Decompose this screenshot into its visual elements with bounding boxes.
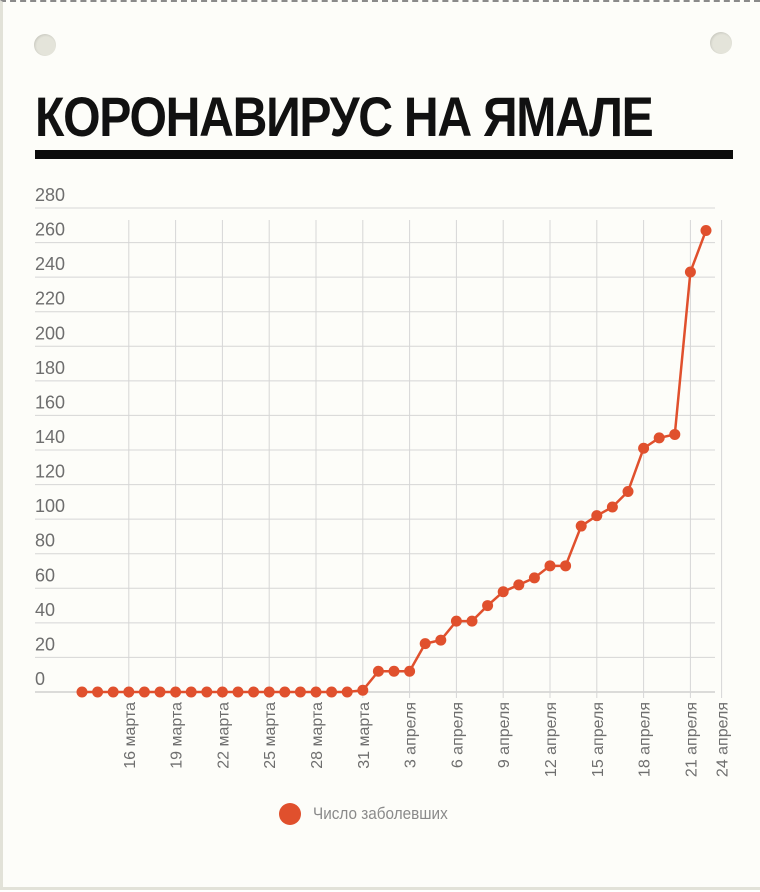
y-tick-label: 200 [35,323,65,343]
data-point [310,686,322,698]
line-chart: 020406080100120140160180200220240260280 … [35,185,732,777]
x-axis-labels: 16 марта 19 марта 22 марта 25 марта 28 марта… [122,702,732,777]
x-tick-label: 15 апреля [590,702,607,777]
y-tick-label: 120 [35,462,65,482]
y-tick-label: 60 [35,565,55,585]
data-point [123,686,135,698]
data-point [435,634,447,646]
punch-hole-right [710,32,732,54]
data-point [76,686,88,698]
punch-hole-left [34,34,56,56]
x-tick-label: 25 марта [262,702,279,769]
data-point [466,615,478,627]
y-tick-label: 80 [35,531,55,551]
y-tick-label: 40 [35,600,55,620]
legend-label: Число заболевших [313,804,448,823]
title-underline [35,150,733,159]
data-point [419,638,431,650]
x-tick-label: 28 марта [309,702,326,769]
data-point [326,686,338,698]
series-line-group [76,224,712,698]
x-tick-label: 21 апреля [683,702,700,777]
data-point [684,266,696,278]
data-point [92,686,104,698]
y-tick-label: 220 [35,289,65,309]
data-point [372,665,384,677]
x-tick-label: 3 апреля [403,702,420,768]
data-point [653,432,665,444]
y-axis-labels: 0 20 40 60 80 100 120 140 160 180 200 220 240 260 280 [35,185,65,689]
y-tick-label: 180 [35,358,65,378]
y-tick-label: 160 [35,392,65,412]
x-gridlines [35,220,723,698]
data-point [263,686,275,698]
data-point [341,686,353,698]
data-point [560,560,572,572]
x-tick-label: 12 апреля [543,702,560,777]
data-point [669,428,681,440]
y-tick-label: 100 [35,496,65,516]
x-tick-label: 16 марта [122,702,139,769]
data-point [700,224,712,236]
y-tick-label: 20 [35,634,55,654]
y-tick-label: 280 [35,185,65,205]
data-point [544,560,556,572]
data-point [185,686,197,698]
y-tick-label: 260 [35,220,65,240]
data-point [482,600,494,612]
y-tick-label: 0 [35,669,45,689]
data-point [497,586,509,598]
y-gridlines [35,207,715,693]
data-point [591,510,603,522]
data-point [606,501,618,513]
data-point [170,686,182,698]
x-tick-label: 31 марта [356,702,373,769]
legend: Число заболевших [279,802,463,826]
y-tick-label: 240 [35,254,65,274]
y-tick-label: 140 [35,427,65,447]
data-point [357,684,369,696]
data-point [622,485,634,497]
data-point [201,686,213,698]
x-tick-label: 9 апреля [496,702,513,768]
data-point [388,665,400,677]
data-point [248,686,260,698]
data-point [107,686,119,698]
data-point [575,520,587,532]
legend-marker [279,803,301,825]
x-tick-label: 24 апреля [715,702,732,777]
data-point [279,686,291,698]
chart-title: КОРОНАВИРУС НА ЯМАЛЕ [35,85,654,148]
x-tick-label: 6 апреля [449,702,466,768]
x-tick-label: 18 апреля [637,702,654,777]
data-point [216,686,228,698]
x-tick-label: 19 марта [169,702,186,769]
data-point [450,615,462,627]
data-point [138,686,150,698]
x-tick-label: 22 марта [215,702,232,769]
data-point [638,442,650,454]
data-point [404,665,416,677]
data-point [232,686,244,698]
data-point [528,572,540,584]
data-point [513,579,525,591]
data-point [294,686,306,698]
data-point [154,686,166,698]
